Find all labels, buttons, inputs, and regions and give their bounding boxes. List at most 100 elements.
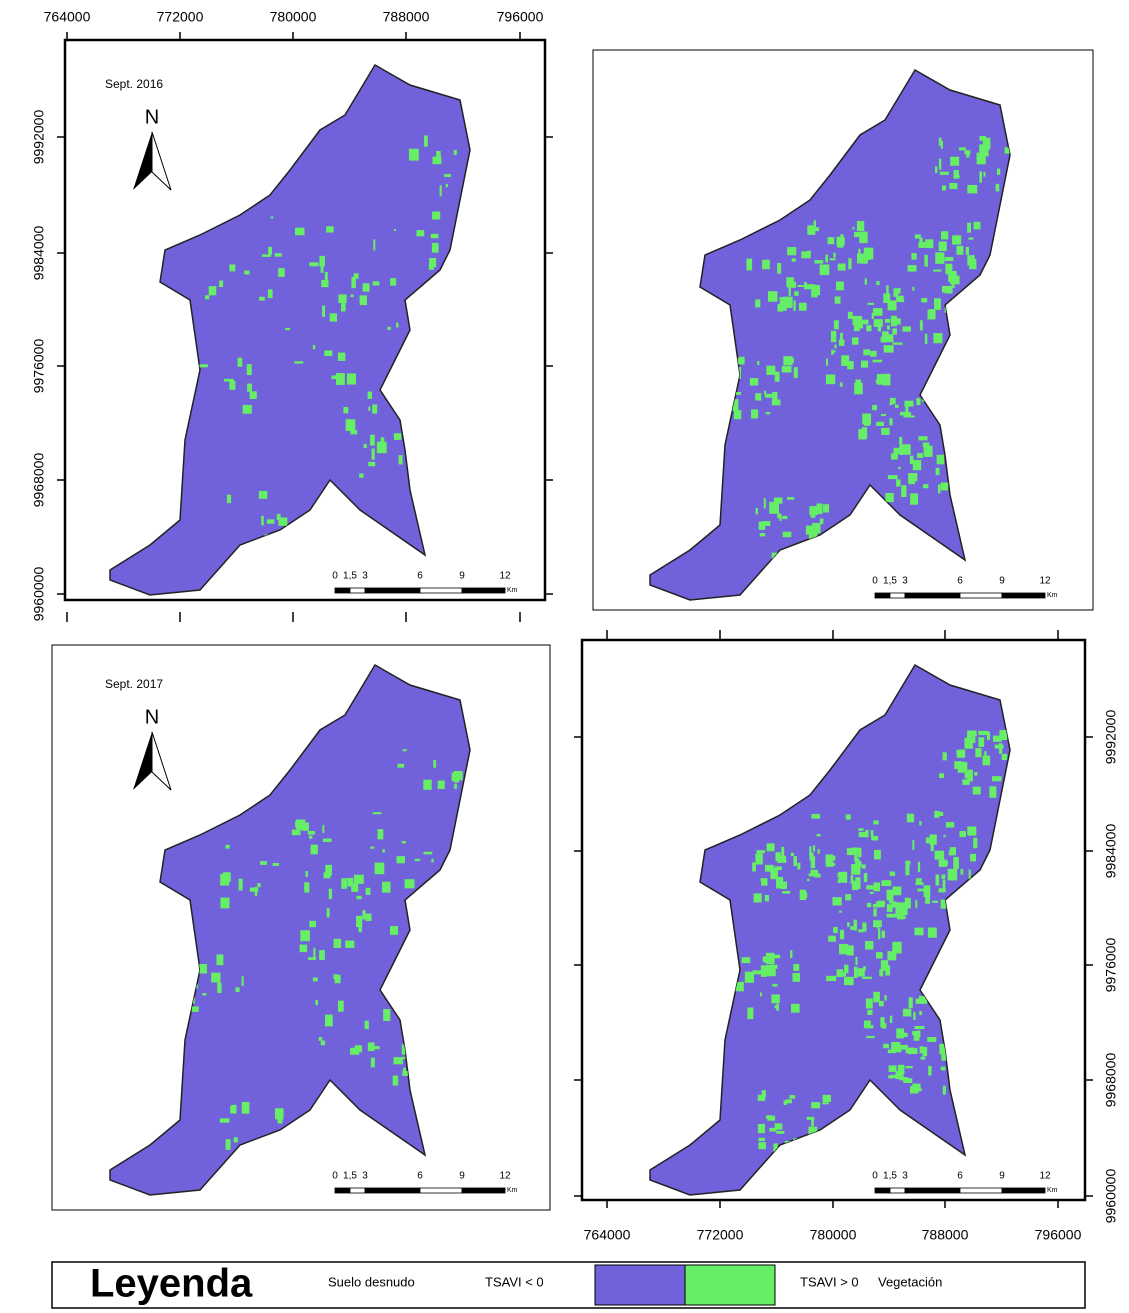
vegetation-patch	[199, 364, 207, 367]
vegetation-patch	[895, 405, 899, 408]
vegetation-patch	[916, 398, 920, 405]
vegetation-patch	[867, 903, 871, 907]
vegetation-patch	[399, 455, 403, 464]
vegetation-patch	[943, 835, 945, 838]
vegetation-patch	[373, 239, 375, 250]
vegetation-patch	[912, 287, 914, 291]
vegetation-patch	[922, 1047, 927, 1056]
vegetation-patch	[809, 846, 811, 857]
vegetation-patch	[219, 280, 223, 287]
vegetation-patch	[382, 882, 390, 893]
vegetation-patch	[951, 929, 959, 938]
vegetation-patch	[793, 856, 796, 866]
y-tick-label: 9976000	[1103, 938, 1119, 993]
vegetation-patch	[878, 928, 880, 939]
vegetation-patch	[893, 288, 898, 297]
vegetation-patch	[760, 992, 762, 996]
vegetation-patch	[750, 378, 758, 385]
vegetation-patch	[918, 862, 920, 872]
vegetation-patch	[950, 310, 959, 312]
vegetation-patch	[831, 331, 836, 342]
vegetation-patch	[967, 223, 971, 233]
vegetation-patch	[788, 1145, 794, 1151]
vegetation-patch	[890, 1016, 892, 1023]
scale-label: 6	[417, 1171, 423, 1182]
y-tick-label: 9960000	[31, 567, 47, 622]
vegetation-patch	[864, 248, 874, 260]
vegetation-patch	[268, 289, 273, 298]
vegetation-patch	[854, 967, 858, 978]
vegetation-patch	[866, 325, 871, 331]
vegetation-patch	[758, 1124, 765, 1133]
vegetation-patch	[782, 891, 790, 894]
vegetation-patch	[962, 779, 969, 785]
vegetation-patch	[387, 327, 391, 330]
legend-label: TSAVI > 0	[800, 1274, 859, 1289]
vegetation-patch	[275, 253, 282, 256]
vegetation-patch	[901, 485, 906, 497]
vegetation-patch	[791, 853, 794, 856]
vegetation-patch	[260, 861, 267, 865]
vegetation-patch	[360, 295, 367, 305]
vegetation-patch	[440, 185, 442, 196]
vegetation-patch	[373, 812, 382, 814]
vegetation-patch	[756, 508, 758, 514]
vegetation-patch	[902, 326, 911, 331]
vegetation-patch	[941, 483, 949, 491]
vegetation-patch	[777, 263, 781, 274]
vegetation-patch	[840, 333, 843, 343]
vegetation-patch	[969, 869, 971, 879]
vegetation-patch	[881, 931, 885, 938]
vegetation-patch	[873, 820, 878, 824]
vegetation-patch	[881, 880, 891, 886]
scale-label: 6	[957, 1171, 963, 1182]
vegetation-patch	[292, 830, 301, 836]
vegetation-patch	[821, 1147, 831, 1157]
vegetation-patch	[866, 999, 873, 1009]
vegetation-patch	[763, 957, 769, 962]
vegetation-patch	[338, 353, 345, 361]
panel-title: Sept. 2017	[105, 677, 163, 691]
vegetation-patch	[811, 1102, 820, 1108]
vegetation-patch	[857, 254, 862, 264]
scale-segment	[350, 588, 365, 593]
vegetation-patch	[830, 863, 835, 866]
vegetation-patch	[937, 455, 944, 465]
vegetation-patch	[733, 365, 737, 367]
vegetation-patch	[300, 930, 310, 941]
vegetation-patch	[807, 251, 811, 256]
vegetation-patch	[285, 328, 290, 330]
vegetation-patch	[975, 748, 981, 757]
vegetation-patch	[775, 372, 780, 382]
north-label: N	[145, 706, 159, 728]
vegetation-patch	[767, 1116, 775, 1121]
vegetation-patch	[782, 516, 787, 519]
vegetation-patch	[347, 373, 356, 384]
vegetation-patch	[755, 299, 760, 307]
vegetation-patch	[903, 1078, 912, 1083]
scale-label: 6	[957, 576, 963, 587]
vegetation-patch	[844, 977, 854, 985]
vegetation-patch	[431, 234, 439, 239]
vegetation-patch	[454, 777, 459, 783]
vegetation-patch	[892, 328, 897, 334]
vegetation-patch	[271, 216, 274, 218]
vegetation-patch	[826, 375, 835, 385]
scale-segment	[875, 1188, 890, 1193]
vegetation-patch	[319, 950, 325, 960]
vegetation-patch	[267, 519, 275, 523]
vegetation-patch	[321, 280, 328, 287]
vegetation-patch	[309, 262, 318, 266]
vegetation-patch	[885, 965, 890, 975]
vegetation-patch	[304, 882, 309, 892]
vegetation-patch	[952, 235, 961, 244]
vegetation-patch	[968, 237, 973, 239]
vegetation-patch	[901, 444, 910, 455]
vegetation-patch	[848, 312, 853, 319]
vegetation-patch	[362, 910, 365, 919]
vegetation-patch	[905, 898, 911, 909]
vegetation-patch	[836, 281, 844, 290]
vegetation-patch	[918, 436, 927, 440]
vegetation-patch	[907, 814, 914, 823]
figure: Leyenda Suelo desnudo TSAVI < 0 TSAVI > …	[0, 0, 1129, 1313]
